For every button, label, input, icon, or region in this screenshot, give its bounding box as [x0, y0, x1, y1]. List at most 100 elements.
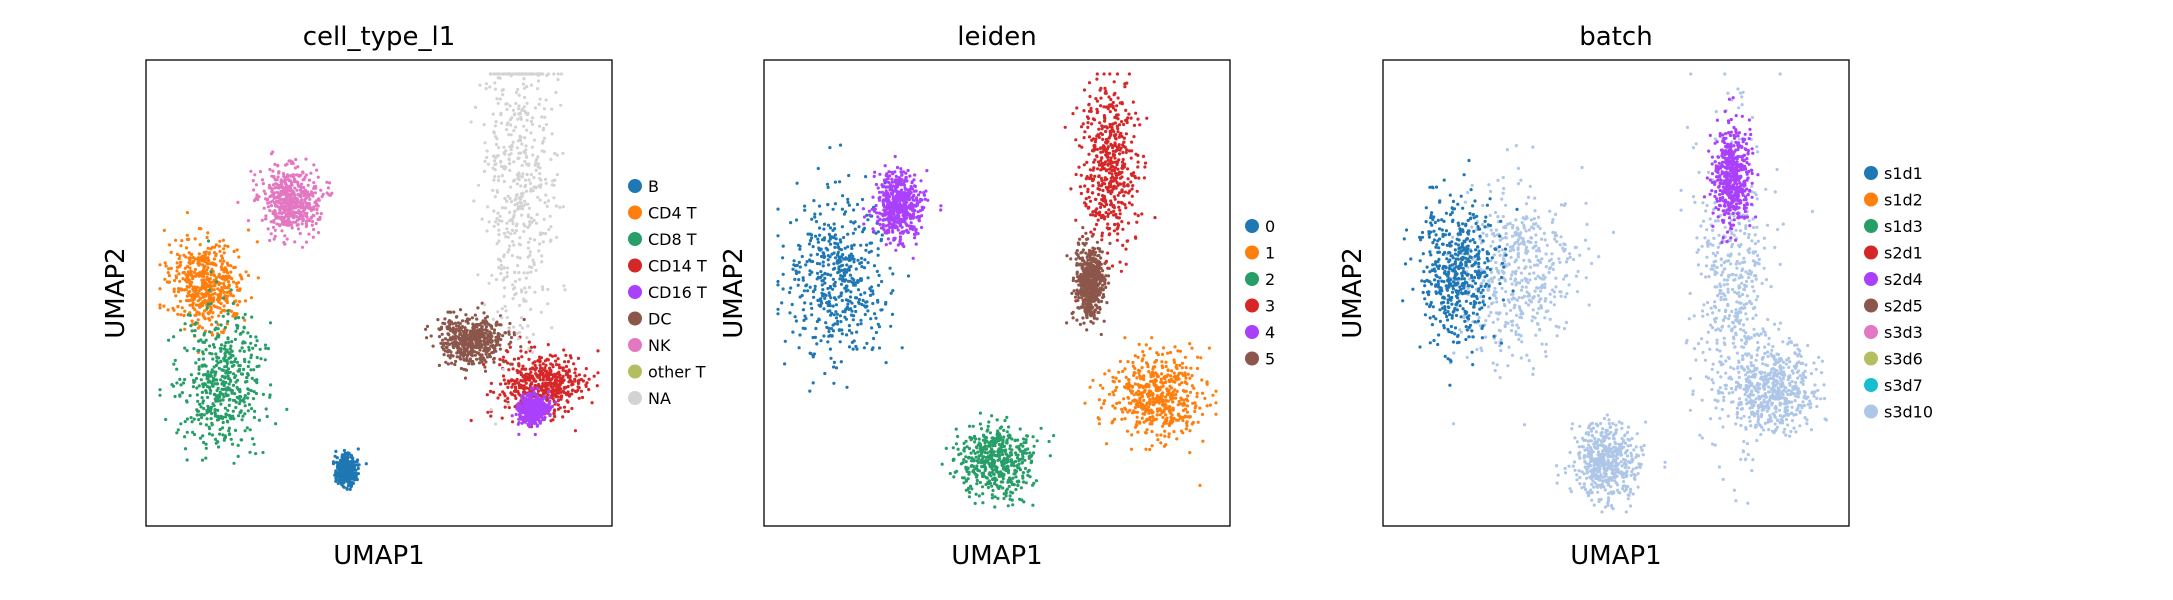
data-point [538, 404, 542, 409]
data-point [211, 300, 215, 304]
data-point [508, 162, 512, 166]
data-point [345, 487, 349, 491]
data-point [521, 416, 525, 420]
data-point [204, 389, 208, 393]
data-point [542, 401, 546, 405]
data-point [501, 93, 505, 97]
data-point [512, 113, 517, 117]
data-point [533, 379, 538, 383]
data-point [811, 381, 815, 385]
data-point [526, 404, 531, 408]
data-point [461, 354, 466, 358]
data-point [503, 167, 507, 171]
data-point [499, 164, 504, 168]
data-point [824, 321, 828, 325]
legend-marker [628, 391, 642, 405]
data-point [501, 334, 505, 338]
data-point [235, 395, 239, 399]
data-point [517, 104, 521, 108]
data-point [320, 195, 324, 199]
data-point [227, 429, 231, 433]
data-point [222, 247, 226, 251]
data-point [178, 377, 182, 381]
data-point [469, 339, 473, 343]
data-point [486, 410, 490, 414]
data-point [540, 149, 544, 153]
data-point [283, 204, 287, 208]
data-point [814, 326, 818, 331]
legend-label: DC [648, 310, 672, 329]
data-point [264, 407, 268, 411]
data-point [274, 185, 278, 190]
data-point [185, 211, 189, 215]
data-point [797, 346, 801, 350]
data-point [455, 343, 459, 347]
data-point [564, 353, 568, 357]
data-point [515, 146, 520, 150]
data-point [204, 348, 208, 352]
data-point [558, 381, 563, 385]
data-point [505, 102, 509, 106]
data-point [542, 126, 546, 130]
data-point [209, 302, 213, 306]
data-point [515, 182, 520, 186]
data-point [853, 283, 858, 287]
data-point [234, 299, 238, 303]
data-point [185, 430, 189, 434]
data-point [217, 314, 221, 318]
data-point [221, 288, 225, 292]
data-point [192, 270, 196, 274]
data-point [821, 264, 825, 268]
data-point [520, 163, 524, 167]
data-point [546, 343, 550, 347]
data-point [551, 394, 556, 398]
data-point [289, 223, 293, 227]
data-point [776, 307, 780, 311]
data-point [275, 222, 279, 226]
data-point [207, 432, 212, 436]
data-point [570, 382, 574, 386]
legend-label: CD8 T [648, 230, 697, 249]
data-point [566, 409, 571, 414]
data-point [205, 235, 209, 240]
data-point [850, 340, 855, 344]
data-point [225, 290, 229, 294]
data-point [181, 277, 185, 281]
data-point [210, 368, 214, 372]
data-point [475, 351, 479, 355]
data-point [529, 131, 533, 135]
data-point [183, 327, 187, 331]
data-point [254, 335, 258, 339]
data-point [183, 377, 187, 382]
data-point [832, 251, 836, 255]
data-point [226, 271, 230, 275]
data-point [262, 189, 266, 193]
data-point [185, 233, 189, 237]
data-point [202, 315, 206, 320]
data-point [502, 360, 506, 364]
data-point [302, 207, 306, 211]
data-point [585, 381, 589, 385]
data-point [918, 190, 922, 194]
data-point [529, 405, 533, 409]
data-point [521, 82, 526, 86]
data-point [909, 191, 913, 195]
data-point [289, 174, 293, 178]
data-point [483, 322, 487, 326]
legend-item: CD14 T [628, 257, 707, 276]
data-point [533, 363, 537, 368]
data-point [847, 203, 852, 207]
data-point [241, 414, 245, 418]
data-point [485, 393, 489, 397]
data-point [834, 310, 838, 314]
data-point [223, 359, 227, 363]
data-point [246, 387, 250, 391]
data-point [296, 173, 300, 177]
data-point [467, 362, 471, 366]
data-point [312, 207, 316, 211]
data-point [277, 170, 281, 174]
data-point [780, 301, 784, 305]
data-point [506, 385, 510, 389]
data-point [788, 290, 792, 295]
data-point [484, 331, 488, 335]
